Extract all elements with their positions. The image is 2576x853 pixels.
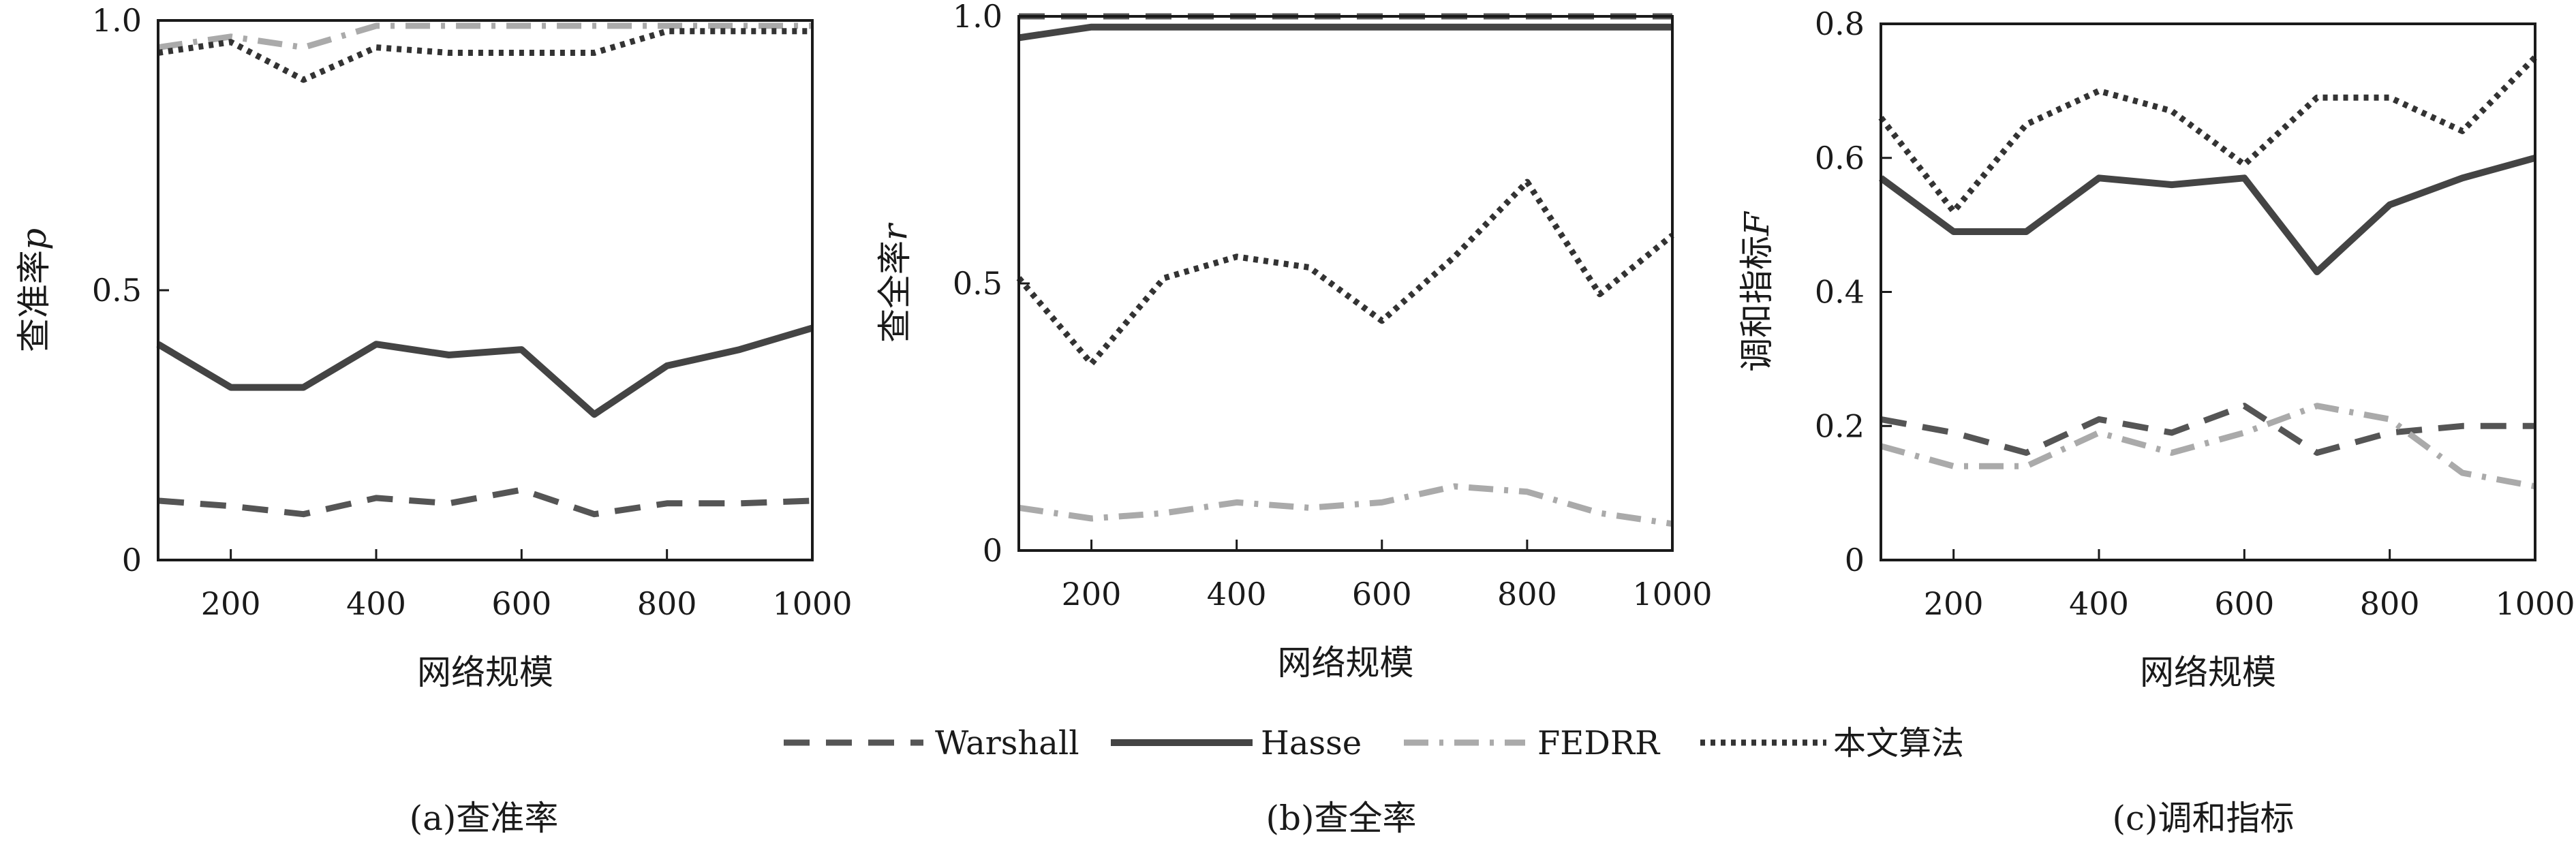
y-tick-label: 0.5 <box>953 265 1002 302</box>
x-axis-label: 网络规模 <box>2140 653 2276 692</box>
series-Hasse-line <box>1879 154 2536 275</box>
x-axis-label: 网络规模 <box>1278 643 1414 683</box>
y-tick-label: 0 <box>1845 542 1865 578</box>
x-tick-label: 600 <box>491 585 551 622</box>
x-tick-label: 400 <box>2069 585 2129 622</box>
panel-caption: (a)查准率 <box>410 798 559 838</box>
y-axis-label: 查准率p <box>14 228 54 352</box>
panel-caption: (b)查全率 <box>1266 798 1416 838</box>
series-FEDRR-line <box>1018 483 1673 527</box>
panel-3: 0 0.2 0.4 0.6 0.8 200 400 600 800 1000 网络规模 调和指标F (c… <box>1737 5 2575 838</box>
legend-item: Warshall <box>784 724 1079 762</box>
y-tick-label: 0 <box>983 532 1002 569</box>
x-tick-label: 400 <box>346 585 406 622</box>
legend-item: 本文算法 <box>1700 724 1964 762</box>
legend-item: FEDRR <box>1404 724 1661 762</box>
plot-frame <box>1880 22 2536 561</box>
x-tick-label: 800 <box>2360 585 2420 622</box>
series-Hasse-line <box>1018 23 1672 42</box>
y-axis-label: 查全率r <box>875 222 915 343</box>
legend-label: 本文算法 <box>1833 724 1964 762</box>
series-Warshall-line <box>157 486 813 518</box>
legend: Warshall Hasse FEDRR 本文算法 <box>784 724 1964 762</box>
series-本文算法-line <box>1878 55 2538 215</box>
panel-caption: (c)调和指标 <box>2112 798 2294 838</box>
panel-2: 0 0.5 1.0 200 400 600 800 1000 网络规模 查全率r (b)查全率 <box>875 0 1713 838</box>
x-tick-label: 600 <box>1352 576 1412 612</box>
y-tick-label: 0.6 <box>1815 140 1865 176</box>
legend-label: Hasse <box>1261 724 1362 762</box>
series-本文算法-line <box>1016 179 1674 367</box>
x-tick-label: 800 <box>1497 576 1557 612</box>
series-FEDRR-line <box>1880 403 2536 490</box>
y-tick-label: 0.5 <box>92 272 142 309</box>
y-tick-label: 0.8 <box>1815 5 1865 42</box>
series-本文算法-line <box>157 28 812 83</box>
y-tick-label: 0.2 <box>1815 407 1865 444</box>
x-tick-label: 200 <box>201 585 261 622</box>
x-tick-label: 200 <box>1924 585 1984 622</box>
chart-panels: 0 0.5 1.0 200 400 600 800 1000 网络规模 查准率p (a)查准率 0 0.… <box>14 0 2575 838</box>
y-tick-label: 0 <box>122 542 142 578</box>
series-Hasse-line <box>156 324 814 418</box>
plot-frame <box>1017 15 1674 552</box>
legend-label: FEDRR <box>1537 724 1661 762</box>
panel-1: 0 0.5 1.0 200 400 600 800 1000 网络规模 查准率p (a)查准率 <box>14 2 853 838</box>
y-tick-label: 1.0 <box>953 0 1002 35</box>
x-tick-label: 600 <box>2214 585 2274 622</box>
y-tick-label: 0.4 <box>1815 274 1865 311</box>
x-tick-label: 200 <box>1062 576 1122 612</box>
x-axis-label: 网络规模 <box>417 653 553 692</box>
series-Warshall-line <box>1880 403 2535 456</box>
legend-item: Hasse <box>1111 724 1362 762</box>
x-tick-label: 800 <box>637 585 697 622</box>
x-tick-label: 1000 <box>2495 585 2575 622</box>
series-FEDRR-line <box>157 22 812 51</box>
x-tick-label: 400 <box>1207 576 1267 612</box>
legend-label: Warshall <box>935 724 1079 762</box>
x-tick-label: 1000 <box>1632 576 1712 612</box>
x-tick-label: 1000 <box>772 585 852 622</box>
y-axis-label: 调和指标F <box>1737 211 1777 372</box>
y-tick-label: 1.0 <box>92 2 142 39</box>
plot-frame <box>157 19 814 561</box>
